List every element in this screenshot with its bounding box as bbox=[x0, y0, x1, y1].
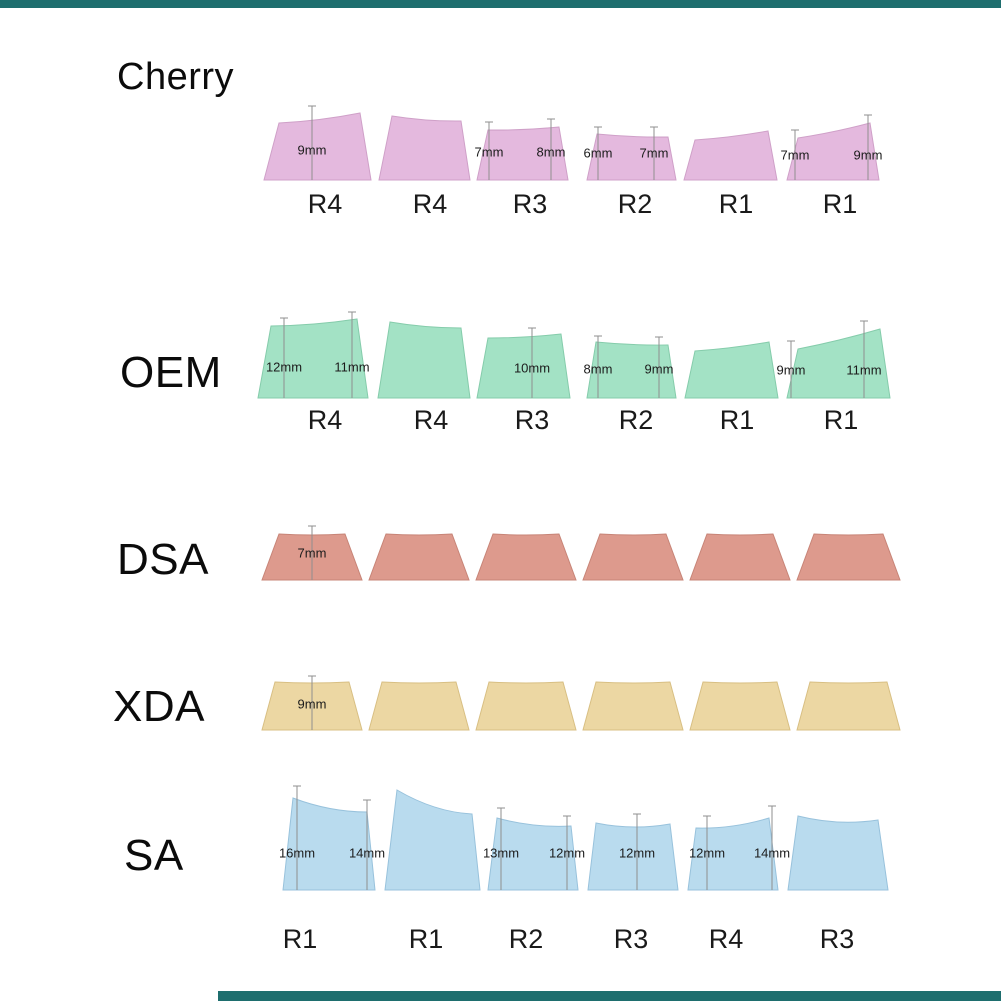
measurement-label-cherry: 7mm bbox=[639, 145, 669, 161]
row-label-sa-r3: R3 bbox=[819, 924, 855, 954]
bottom-border-bar bbox=[218, 991, 1001, 1001]
keycap-dsa-5 bbox=[796, 533, 901, 581]
measurement-label-sa: 16mm bbox=[278, 845, 316, 861]
keycap-oem-r1 bbox=[684, 341, 779, 399]
measurement-label-oem: 12mm bbox=[265, 359, 303, 375]
measurement-label-sa: 14mm bbox=[348, 845, 386, 861]
measurement-label-oem: 11mm bbox=[846, 362, 882, 378]
measurement-label-oem: 11mm bbox=[334, 359, 370, 375]
profile-label-oem: OEM bbox=[120, 348, 222, 397]
row-label-sa-r1: R1 bbox=[282, 924, 318, 954]
row-label-cherry-r4: R4 bbox=[412, 189, 448, 219]
keycap-cherry-r4 bbox=[263, 112, 372, 181]
measurement-label-xda: 9mm bbox=[297, 696, 327, 712]
keycap-cherry-r4 bbox=[378, 115, 471, 181]
keycap-xda-4 bbox=[689, 681, 791, 731]
row-label-oem-r1: R1 bbox=[823, 405, 859, 435]
profile-label-sa: SA bbox=[124, 831, 184, 880]
measurement-label-cherry: 9mm bbox=[297, 142, 327, 158]
measurement-label-dsa: 7mm bbox=[297, 545, 327, 561]
keycap-dsa-1 bbox=[368, 533, 470, 581]
measurement-label-cherry: 6mm bbox=[583, 145, 613, 161]
row-label-cherry-r4: R4 bbox=[307, 189, 343, 219]
measurement-label-sa: 13mm bbox=[482, 845, 520, 861]
row-label-sa-r1: R1 bbox=[408, 924, 444, 954]
row-label-oem-r4: R4 bbox=[307, 405, 343, 435]
measurement-label-oem: 8mm bbox=[583, 361, 613, 377]
profile-label-xda: XDA bbox=[113, 682, 205, 731]
keycap-cherry-r1 bbox=[786, 122, 880, 181]
keycap-cherry-r1 bbox=[683, 130, 778, 181]
keycap-xda-1 bbox=[368, 681, 470, 731]
row-label-cherry-r2: R2 bbox=[617, 189, 653, 219]
keycap-xda-5 bbox=[796, 681, 901, 731]
row-label-oem-r2: R2 bbox=[618, 405, 654, 435]
row-label-oem-r1: R1 bbox=[719, 405, 755, 435]
measurement-label-sa: 12mm bbox=[618, 845, 656, 861]
measurement-label-oem: 10mm bbox=[513, 360, 551, 376]
measurement-label-cherry: 7mm bbox=[780, 147, 810, 163]
measurement-label-oem: 9mm bbox=[644, 361, 674, 377]
row-label-cherry-r3: R3 bbox=[512, 189, 548, 219]
keycap-dsa-2 bbox=[475, 533, 577, 581]
measurement-label-cherry: 8mm bbox=[536, 144, 566, 160]
measurement-label-cherry: 9mm bbox=[853, 147, 883, 163]
keycap-oem-r2 bbox=[586, 341, 677, 399]
keycap-xda-2 bbox=[475, 681, 577, 731]
row-label-sa-r2: R2 bbox=[508, 924, 544, 954]
keycap-sa-r2 bbox=[487, 817, 579, 891]
keycap-oem-r4 bbox=[257, 318, 369, 399]
row-label-oem-r3: R3 bbox=[514, 405, 550, 435]
keycap-oem-r3 bbox=[476, 333, 571, 399]
row-label-cherry-r1: R1 bbox=[822, 189, 858, 219]
keycap-sa-r4 bbox=[687, 817, 779, 891]
keycap-sa-r1 bbox=[384, 789, 481, 891]
keycap-sa-r3 bbox=[787, 815, 889, 891]
row-label-cherry-r1: R1 bbox=[718, 189, 754, 219]
keycap-dsa-3 bbox=[582, 533, 684, 581]
measurement-label-sa: 12mm bbox=[688, 845, 726, 861]
keycap-xda-3 bbox=[582, 681, 684, 731]
measurement-label-oem: 9mm bbox=[776, 362, 806, 378]
profile-label-dsa: DSA bbox=[117, 535, 209, 584]
measurement-label-sa: 12mm bbox=[548, 845, 586, 861]
keycap-cherry-r3 bbox=[476, 126, 569, 181]
row-label-sa-r4: R4 bbox=[708, 924, 744, 954]
row-label-oem-r4: R4 bbox=[413, 405, 449, 435]
row-label-sa-r3: R3 bbox=[613, 924, 649, 954]
profile-label-cherry: Cherry bbox=[117, 56, 235, 98]
keycap-oem-r4 bbox=[377, 321, 471, 399]
top-border-bar bbox=[0, 0, 1001, 8]
measurement-label-sa: 14mm bbox=[753, 845, 791, 861]
keycap-dsa-4 bbox=[689, 533, 791, 581]
measurement-label-cherry: 7mm bbox=[474, 144, 504, 160]
